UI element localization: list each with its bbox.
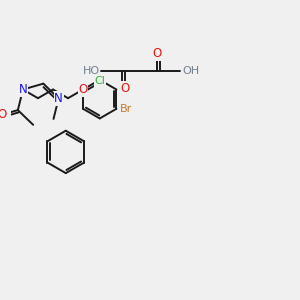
Text: HO: HO — [82, 66, 100, 76]
Text: O: O — [0, 108, 7, 121]
Text: O: O — [153, 47, 162, 60]
Text: O: O — [78, 83, 88, 96]
Text: OH: OH — [182, 66, 200, 76]
Text: Br: Br — [120, 104, 133, 114]
Text: N: N — [54, 92, 63, 105]
Text: Cl: Cl — [94, 76, 105, 86]
Text: O: O — [120, 82, 129, 95]
Text: N: N — [19, 83, 27, 96]
